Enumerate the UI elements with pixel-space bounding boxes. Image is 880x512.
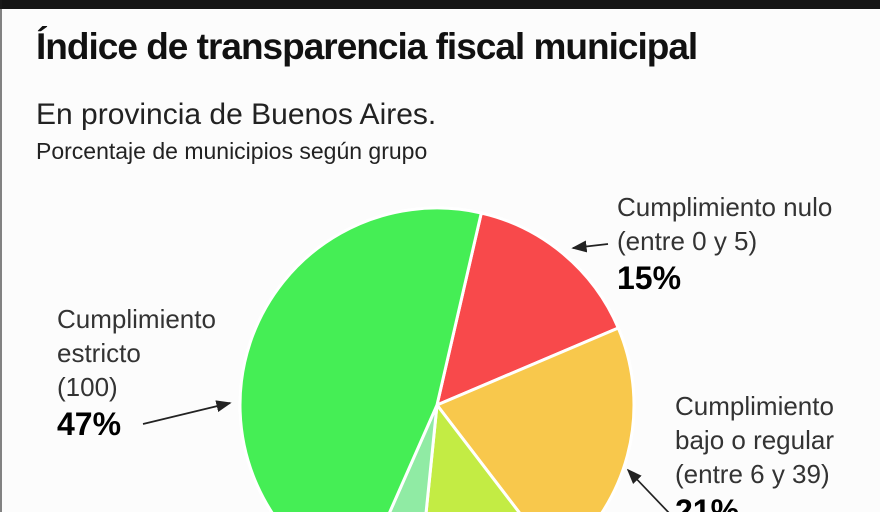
- callout-estricto: Cumplimiento estricto (100) 47%: [57, 302, 216, 441]
- callout-estricto-line3: (100): [57, 372, 118, 402]
- callout-bajo-regular: Cumplimiento bajo o regular (entre 6 y 3…: [675, 389, 834, 512]
- callout-bajo-regular-line3: (entre 6 y 39): [675, 459, 830, 489]
- callout-arrow-nulo: [571, 240, 609, 253]
- callout-bajo-regular-line1: Cumplimiento: [675, 391, 834, 421]
- callout-bajo-regular-line2: bajo o regular: [675, 425, 834, 455]
- callout-nulo-line2: (entre 0 y 5): [617, 226, 758, 256]
- callout-nulo: Cumplimiento nulo (entre 0 y 5) 15%: [617, 190, 832, 295]
- callout-nulo-value: 15%: [617, 260, 682, 296]
- top-accent-bar: [0, 0, 880, 9]
- callout-estricto-value: 47%: [57, 406, 122, 442]
- chart-description: Porcentaje de municipios según grupo: [36, 138, 428, 164]
- callout-estricto-line1: Cumplimiento: [57, 304, 216, 334]
- pie-slice-bajo-o-regular: [435, 326, 636, 512]
- pie-slice-nulo: [435, 211, 620, 407]
- callout-estricto-line2: estricto: [57, 338, 141, 368]
- subtitle: En provincia de Buenos Aires.: [36, 98, 437, 131]
- left-edge-line: [0, 0, 2, 512]
- pie-chart: [238, 206, 636, 512]
- pie-slice-sin-etiqueta-lima: [424, 403, 521, 512]
- callout-arrow-estricto: [142, 400, 232, 425]
- page-title: Índice de transparencia fiscal municipal: [36, 26, 698, 67]
- callout-bajo-regular-value: 21%: [675, 493, 740, 512]
- callout-nulo-line1: Cumplimiento nulo: [617, 192, 833, 222]
- callout-arrow-bajo-regular: [626, 468, 670, 512]
- pie-slice-estricto: [238, 206, 483, 512]
